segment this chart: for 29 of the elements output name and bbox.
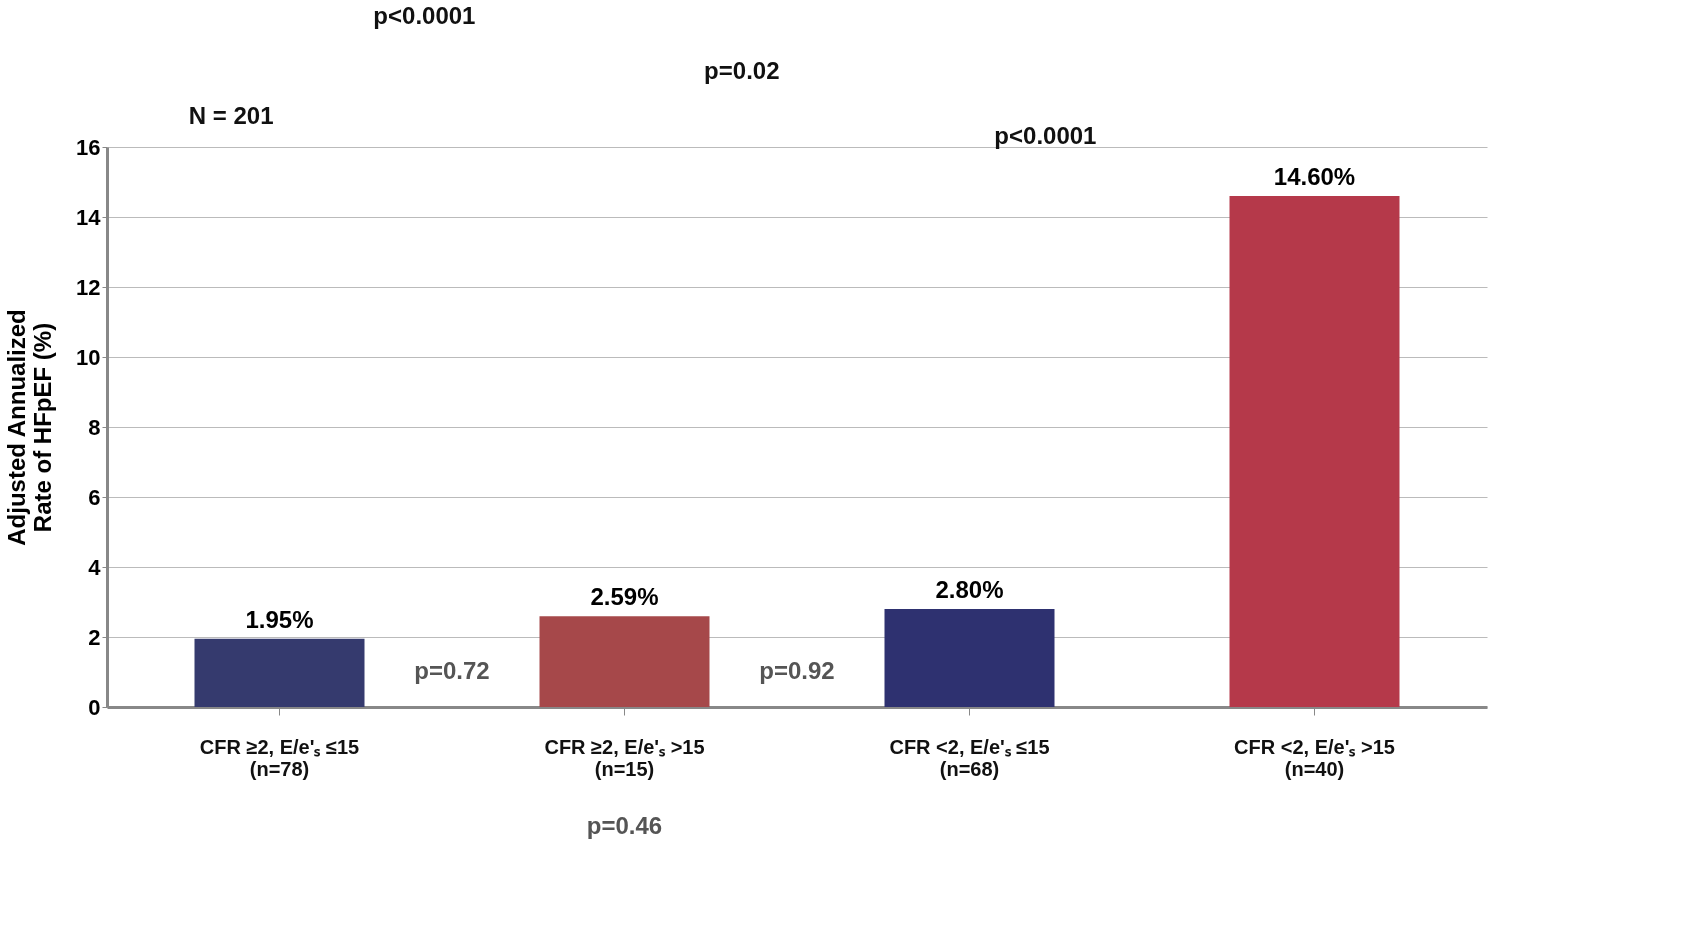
y-tick-label: 4 — [88, 554, 102, 580]
y-tick-label: 10 — [76, 344, 101, 370]
data-label: 2.59% — [590, 583, 659, 611]
bar — [539, 616, 710, 707]
x-tick-label: CFR <2, E/e'ₛ >15 (n=40) — [1234, 735, 1395, 780]
y-tick-label: 2 — [88, 624, 101, 650]
y-tick-label: 16 — [76, 134, 101, 160]
bar — [194, 638, 365, 707]
y-tick-label: 12 — [76, 274, 101, 300]
y-axis-title: Adjusted Annualized Rate of HFpEF (%) — [3, 309, 57, 546]
y-tick-label: 14 — [76, 204, 102, 230]
annotation: p=0.72 — [414, 657, 490, 684]
x-tick-label: CFR ≥2, E/e'ₛ >15 (n=15) — [544, 735, 705, 780]
y-tick-label: 8 — [88, 414, 101, 440]
text: p=0.46 — [586, 812, 663, 839]
annotation: p=0.92 — [759, 657, 835, 684]
data-label: 1.95% — [245, 605, 314, 633]
x-tick-label: CFR <2, E/e'ₛ ≤15 (n=68) — [889, 735, 1050, 780]
bar — [884, 609, 1055, 707]
y-tick-label: 0 — [88, 694, 101, 720]
text: p<0.0001 — [373, 2, 476, 29]
annotation: p<0.0001 — [994, 122, 1097, 149]
text: N = 201 — [188, 102, 274, 129]
text: p=0.02 — [704, 57, 780, 84]
data-label: 2.80% — [935, 576, 1004, 603]
data-label: 14.60% — [1273, 163, 1356, 190]
x-tick-label: CFR ≥2, E/e'ₛ ≤15 (n=78) — [199, 735, 360, 780]
bar — [1229, 196, 1400, 707]
y-tick-label: 6 — [88, 484, 101, 510]
